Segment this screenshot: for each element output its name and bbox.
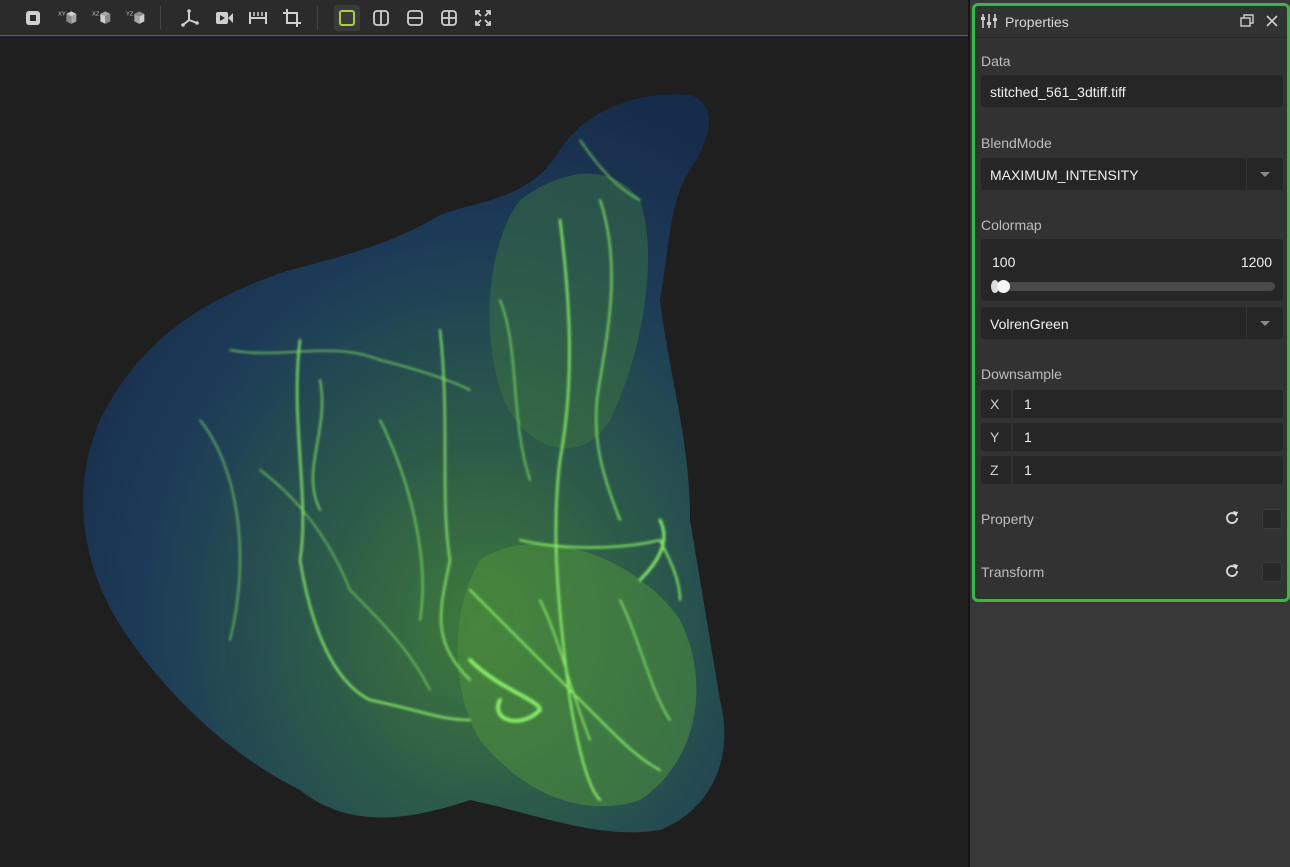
- layout-split-horizontal-button[interactable]: [402, 5, 428, 31]
- view-xy-icon: XY: [58, 11, 77, 24]
- axis-x-label: X: [990, 396, 1000, 412]
- blendmode-label: BlendMode: [981, 135, 1052, 151]
- dropdown-arrow-button[interactable]: [1246, 307, 1283, 339]
- reset-view-icon: [26, 11, 40, 25]
- dropdown-arrow-button[interactable]: [1246, 158, 1283, 190]
- layout-split-vertical-icon: [373, 10, 389, 26]
- right-dock-panel: Properties Data stitched_561_3dtiff.tiff…: [970, 0, 1290, 867]
- view-xz-icon: XZ: [92, 11, 111, 24]
- downsample-y-input[interactable]: 1: [1013, 423, 1283, 451]
- view-xy-button[interactable]: XY: [55, 5, 81, 31]
- transform-label: Transform: [981, 564, 1045, 580]
- data-file-value: stitched_561_3dtiff.tiff: [990, 84, 1126, 100]
- axes-button[interactable]: [177, 5, 203, 31]
- slider-max-handle[interactable]: [997, 280, 1010, 293]
- downsample-z-row: Z 1: [981, 456, 1283, 484]
- colormap-min-value[interactable]: 100: [992, 254, 1016, 270]
- layout-quad-icon: [441, 10, 457, 26]
- downsample-label: Downsample: [981, 366, 1062, 382]
- fullscreen-icon: [475, 10, 491, 26]
- toolbar-accent-line: [0, 35, 968, 36]
- record-video-icon: [216, 12, 233, 24]
- view-yz-button[interactable]: YZ: [123, 5, 149, 31]
- axes-icon: [181, 9, 199, 27]
- blendmode-value: MAXIMUM_INTENSITY: [990, 167, 1139, 183]
- chevron-down-icon: [1260, 172, 1270, 177]
- svg-text:YZ: YZ: [126, 12, 134, 18]
- downsample-y-row: Y 1: [981, 423, 1283, 451]
- colormap-label: Colormap: [981, 217, 1042, 233]
- crop-icon: [283, 9, 301, 27]
- properties-header: Properties: [975, 6, 1287, 38]
- svg-text:XY: XY: [58, 12, 66, 18]
- colormap-max-value[interactable]: 1200: [1240, 254, 1272, 270]
- layout-quad-button[interactable]: [436, 5, 462, 31]
- sliders-icon: [981, 14, 997, 28]
- data-label: Data: [981, 53, 1011, 69]
- colormap-range-box: 100 1200: [981, 239, 1283, 301]
- axis-y-label: Y: [990, 429, 1000, 445]
- volume-render-viewport[interactable]: [0, 36, 968, 867]
- crop-button[interactable]: [279, 5, 305, 31]
- toolbar-divider: [317, 6, 318, 30]
- colormap-dropdown[interactable]: VolrenGreen: [981, 307, 1283, 339]
- layout-single-icon: [339, 10, 355, 26]
- reset-transform-icon[interactable]: [1223, 562, 1241, 580]
- viewer-toolbar: XY XZ YZ: [0, 0, 968, 36]
- axis-z-label: Z: [990, 462, 999, 478]
- record-video-button[interactable]: [211, 5, 237, 31]
- toolbar-divider: [160, 6, 161, 30]
- view-xz-button[interactable]: XZ: [89, 5, 115, 31]
- chevron-down-icon: [1260, 321, 1270, 326]
- svg-text:XZ: XZ: [92, 12, 100, 18]
- reset-property-icon[interactable]: [1223, 509, 1241, 527]
- data-file-field[interactable]: stitched_561_3dtiff.tiff: [981, 75, 1283, 107]
- layout-single-button[interactable]: [334, 5, 360, 31]
- transform-checkbox[interactable]: [1262, 562, 1282, 582]
- panel-splitter[interactable]: [968, 0, 970, 867]
- properties-panel: Properties Data stitched_561_3dtiff.tiff…: [972, 3, 1290, 602]
- layout-split-horizontal-icon: [407, 10, 423, 26]
- downsample-z-input[interactable]: 1: [1013, 456, 1283, 484]
- downsample-x-input[interactable]: 1: [1013, 390, 1283, 418]
- measure-ruler-icon: [249, 12, 267, 24]
- measure-button[interactable]: [245, 5, 271, 31]
- property-checkbox[interactable]: [1262, 509, 1282, 529]
- close-icon[interactable]: [1263, 12, 1281, 30]
- blendmode-dropdown[interactable]: MAXIMUM_INTENSITY: [981, 158, 1283, 190]
- colormap-range-slider[interactable]: [991, 280, 1275, 293]
- downsample-x-row: X 1: [981, 390, 1283, 418]
- colormap-name-value: VolrenGreen: [990, 316, 1069, 332]
- properties-title: Properties: [1005, 14, 1069, 30]
- float-window-icon[interactable]: [1238, 12, 1256, 30]
- volume-rendering-image: [83, 94, 725, 833]
- reset-view-button[interactable]: [20, 5, 46, 31]
- layout-split-vertical-button[interactable]: [368, 5, 394, 31]
- fullscreen-button[interactable]: [470, 5, 496, 31]
- slider-min-handle[interactable]: [991, 280, 999, 293]
- property-label: Property: [981, 511, 1034, 527]
- view-yz-icon: YZ: [126, 11, 145, 24]
